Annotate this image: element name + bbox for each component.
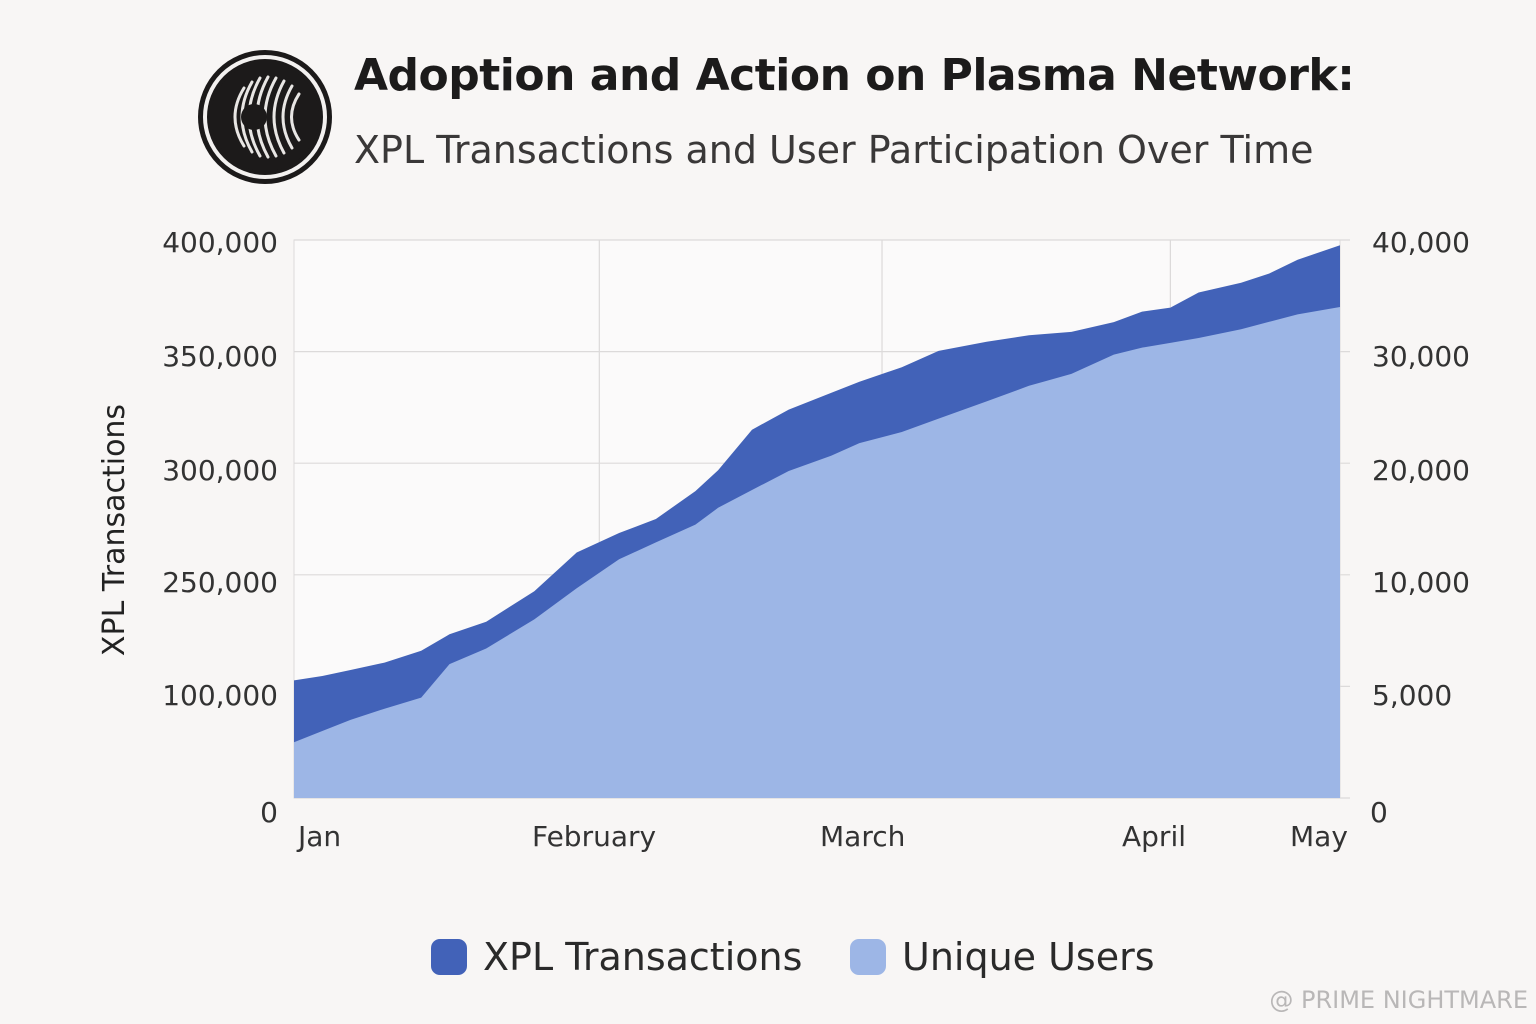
y-right-tick-label: 0 [1370, 796, 1388, 829]
x-tick-label: May [1290, 820, 1348, 853]
y-right-tick-label: 10,000 [1372, 566, 1470, 599]
chart-title: Adoption and Action on Plasma Network: [354, 50, 1355, 101]
y-right-tick-label: 30,000 [1372, 340, 1470, 373]
y-right-tick-label: 20,000 [1372, 454, 1470, 487]
series-area-unique-users [294, 307, 1340, 798]
legend: XPL Transactions Unique Users [0, 932, 1536, 982]
legend-swatch-users [850, 939, 886, 975]
y-left-tick-label: 100,000 [162, 679, 278, 712]
legend-label: Unique Users [902, 935, 1155, 979]
x-tick-label: March [820, 820, 905, 853]
chart-subtitle: XPL Transactions and User Participation … [354, 128, 1314, 172]
y-axis-title: XPL Transactions [97, 404, 132, 656]
x-tick-label: Jan [296, 820, 341, 853]
y-left-tick-label: 350,000 [162, 340, 278, 373]
legend-swatch-transactions [431, 939, 467, 975]
legend-label: XPL Transactions [483, 935, 803, 979]
legend-item-unique-users: Unique Users [850, 932, 1155, 982]
x-tick-label: February [532, 820, 656, 853]
axis-ticks: 0 100,000 250,000 300,000 350,000 400,000 0 5,0… [162, 226, 1470, 853]
y-left-tick-label: 300,000 [162, 454, 278, 487]
legend-item-xpl-transactions: XPL Transactions [431, 932, 802, 982]
x-tick-label: April [1122, 820, 1186, 853]
plasma-logo-icon [198, 50, 332, 184]
watermark-text: @ PRIME NIGHTMARE [1269, 986, 1528, 1014]
y-left-tick-label: 0 [260, 796, 278, 829]
y-left-tick-label: 250,000 [162, 566, 278, 599]
y-right-tick-label: 5,000 [1372, 679, 1452, 712]
y-left-tick-label: 400,000 [162, 226, 278, 259]
y-right-tick-label: 40,000 [1372, 226, 1470, 259]
